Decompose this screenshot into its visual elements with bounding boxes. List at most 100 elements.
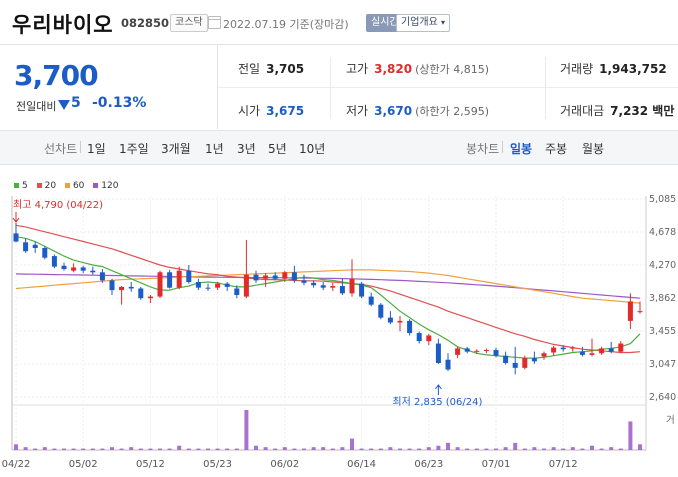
tab-period-1w[interactable]: 1주일 — [119, 142, 149, 156]
change-value: 5 — [71, 95, 81, 111]
volume-bar — [542, 448, 546, 450]
candle-body — [627, 301, 633, 321]
volume-bar — [90, 448, 95, 450]
candle-body — [263, 275, 269, 279]
y-tick-label: 3,862 — [649, 293, 676, 304]
volume-bar — [570, 447, 575, 450]
candle-body — [493, 350, 499, 356]
volume-bar — [263, 447, 268, 450]
volume-bar — [388, 447, 393, 450]
y-tick-label: 4,270 — [649, 260, 676, 271]
low-annotation: 최저 2,835 (06/24) — [392, 396, 482, 408]
volume-bar — [158, 448, 162, 450]
stat-amount-value: 7,232 백만 — [610, 104, 675, 118]
stat-volume-value: 1,943,752 — [599, 62, 667, 76]
x-tick-label: 05/02 — [69, 459, 98, 470]
stats-panel: 전일 3,705 고가 3,820 (상한가 4,815) 거래량 1,943,752 … — [218, 45, 678, 129]
volume-bar — [359, 448, 364, 450]
down-triangle-icon — [58, 100, 70, 110]
volume-bar — [167, 448, 172, 450]
candle-body — [243, 274, 249, 297]
stat-lower-limit: (하한가 2,595) — [415, 105, 489, 118]
volume-bar — [446, 442, 450, 450]
stat-prev-value: 3,705 — [266, 62, 305, 76]
stat-open: 시가 3,675 — [238, 102, 304, 119]
x-tick-label: 06/14 — [347, 459, 376, 470]
candle-body — [560, 347, 566, 350]
volume-bar — [311, 447, 316, 450]
tab-period-1d[interactable]: 1일 — [87, 142, 106, 156]
volume-bar — [129, 447, 134, 450]
candle-body — [359, 283, 365, 297]
volume-bar — [225, 448, 230, 450]
candle-body — [234, 288, 240, 295]
candle-body — [51, 256, 57, 267]
tab-weekly[interactable]: 주봉 — [545, 142, 568, 156]
volume-bar — [455, 447, 460, 450]
volume-bar — [378, 448, 383, 450]
chevron-down-icon: ▾ — [441, 18, 446, 27]
high-arrow-icon — [12, 212, 20, 223]
volume-bar — [494, 448, 498, 450]
quote-date: 2022.07.19 기준(장마감) — [223, 18, 349, 31]
y-tick-label: 4,678 — [649, 227, 676, 238]
volume-bar — [580, 448, 585, 450]
x-tick-label: 04/22 — [2, 459, 31, 470]
candle-body — [61, 265, 67, 270]
volume-bar — [196, 448, 201, 450]
volume-bar — [282, 447, 287, 450]
x-tick-label: 05/12 — [136, 459, 165, 470]
volume-bar — [119, 448, 124, 450]
volume-bar — [302, 448, 306, 450]
volume-bar — [398, 448, 402, 450]
stat-low-label: 저가 — [346, 104, 369, 118]
volume-bar — [42, 447, 47, 450]
legend-ma20: 20 — [36, 181, 56, 191]
tab-period-5y[interactable]: 5년 — [268, 142, 287, 156]
tab-monthly[interactable]: 월봉 — [582, 142, 605, 156]
candle-body — [589, 353, 595, 355]
ma5-line — [15, 236, 641, 359]
volume-bar — [52, 448, 57, 450]
x-tick-label: 06/23 — [414, 459, 443, 470]
candle-body — [272, 275, 278, 279]
stat-open-value: 3,675 — [266, 104, 305, 118]
line-chart-label: 선차트 — [44, 142, 78, 156]
candle-body — [349, 278, 355, 294]
volume-bar — [138, 448, 143, 450]
company-info-dropdown[interactable]: 기업개요 ▾ — [396, 14, 451, 32]
tab-period-3m[interactable]: 3개월 — [161, 142, 191, 156]
stat-amount-label: 거래대금 — [560, 104, 605, 118]
candle-body — [397, 320, 403, 323]
stat-volume-label: 거래량 — [560, 62, 594, 76]
volume-bar — [330, 448, 335, 450]
candle-body — [599, 348, 605, 354]
candle-body — [80, 267, 86, 271]
volume-bar — [484, 448, 489, 450]
volume-bar — [551, 447, 556, 450]
candle-body — [378, 304, 384, 318]
low-arrow-icon — [435, 384, 442, 395]
volume-bar — [503, 447, 508, 450]
tab-period-10y[interactable]: 10년 — [299, 142, 326, 156]
tab-divider — [80, 141, 81, 153]
volume-bar — [14, 444, 18, 450]
volume-bar — [590, 445, 594, 450]
tab-daily[interactable]: 일봉 — [510, 142, 533, 156]
candle-body — [90, 270, 96, 273]
tab-period-1y[interactable]: 1년 — [205, 142, 224, 156]
volume-bar — [522, 448, 527, 450]
candle-body — [138, 288, 144, 299]
candle-body — [157, 272, 163, 297]
candle-body — [13, 233, 19, 242]
volume-bar — [81, 448, 86, 450]
candle-body — [291, 272, 297, 281]
high-annotation: 최고 4,790 (04/22) — [13, 199, 103, 211]
y-tick-label: 2,640 — [649, 392, 676, 403]
x-tick-label: 07/12 — [549, 459, 578, 470]
stat-prev: 전일 3,705 — [238, 60, 304, 77]
volume-axis-label: 거 — [666, 415, 675, 426]
ma20-line — [15, 224, 641, 354]
tab-period-3y[interactable]: 3년 — [237, 142, 256, 156]
